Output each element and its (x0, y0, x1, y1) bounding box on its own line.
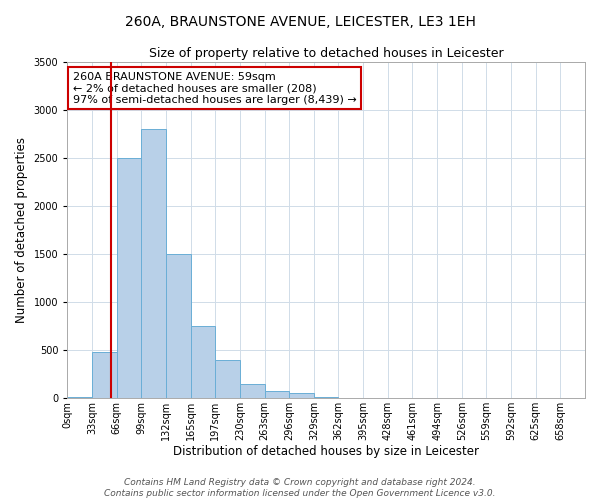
Title: Size of property relative to detached houses in Leicester: Size of property relative to detached ho… (149, 48, 503, 60)
Bar (265, 392, 289, 398)
Bar (141, 129, 166, 398)
X-axis label: Distribution of detached houses by size in Leicester: Distribution of detached houses by size … (173, 444, 479, 458)
Bar (215, 360, 240, 398)
Bar (314, 397, 338, 398)
Bar (92, 352, 116, 398)
Bar (240, 384, 265, 398)
Text: Contains HM Land Registry data © Crown copyright and database right 2024.
Contai: Contains HM Land Registry data © Crown c… (104, 478, 496, 498)
Bar (191, 326, 215, 398)
Bar (166, 254, 191, 398)
Bar (116, 158, 141, 398)
Y-axis label: Number of detached properties: Number of detached properties (15, 137, 28, 323)
Bar (67, 397, 92, 398)
Bar (289, 394, 314, 398)
Text: 260A, BRAUNSTONE AVENUE, LEICESTER, LE3 1EH: 260A, BRAUNSTONE AVENUE, LEICESTER, LE3 … (125, 15, 475, 29)
Text: 260A BRAUNSTONE AVENUE: 59sqm
← 2% of detached houses are smaller (208)
97% of s: 260A BRAUNSTONE AVENUE: 59sqm ← 2% of de… (73, 72, 356, 105)
